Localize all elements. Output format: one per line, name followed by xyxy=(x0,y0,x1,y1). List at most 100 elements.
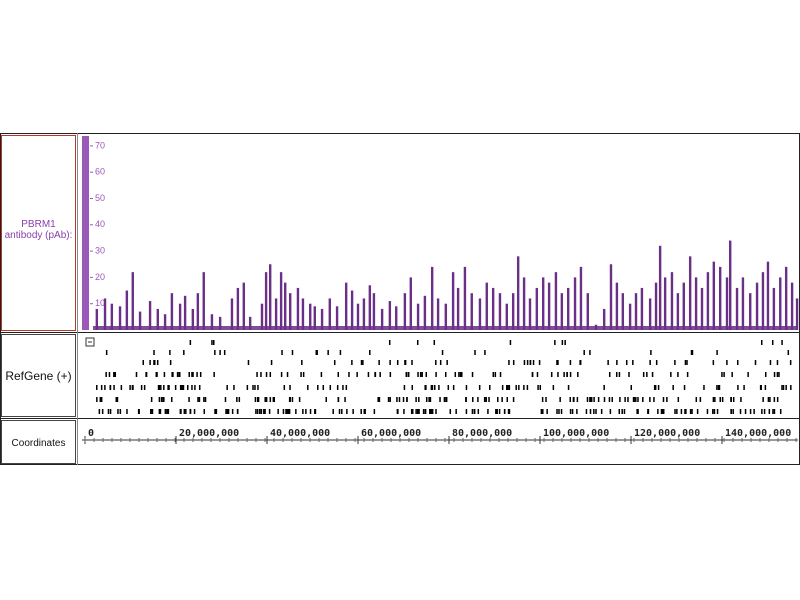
gene-mark xyxy=(379,372,381,377)
gene-mark xyxy=(618,409,621,414)
gene-mark xyxy=(508,360,510,365)
gene-mark xyxy=(264,409,266,414)
signal-bar xyxy=(491,287,495,330)
gene-mark xyxy=(417,372,419,377)
gene-mark xyxy=(167,385,169,390)
gene-mark xyxy=(485,397,488,402)
gene-mark xyxy=(403,385,406,390)
gene-mark xyxy=(721,397,724,402)
gene-mark xyxy=(389,360,391,365)
gene-mark xyxy=(203,397,205,402)
gene-mark xyxy=(556,360,558,365)
gene-mark xyxy=(747,372,749,377)
gene-mark xyxy=(576,397,579,402)
signal-bar xyxy=(654,282,658,330)
signal-bar xyxy=(485,282,488,330)
signal-bar xyxy=(628,303,632,330)
gene-mark xyxy=(374,372,377,377)
gene-mark xyxy=(776,372,779,377)
gene-mark xyxy=(666,397,668,402)
gene-mark xyxy=(569,372,572,377)
signal-bar xyxy=(648,298,652,330)
gene-mark xyxy=(589,409,592,414)
gene-mark xyxy=(179,409,182,414)
gene-mark xyxy=(776,360,779,365)
signal-bar xyxy=(170,293,174,330)
gene-mark xyxy=(706,409,709,414)
gene-mark xyxy=(348,372,350,377)
gene-mark xyxy=(246,385,249,390)
signal-bar xyxy=(478,298,482,330)
gene-mark xyxy=(712,360,715,365)
gene-mark xyxy=(435,360,437,365)
gene-mark xyxy=(577,372,579,377)
gene-mark xyxy=(100,397,103,402)
signal-bar xyxy=(772,287,776,330)
gene-mark xyxy=(531,372,534,377)
gene-mark xyxy=(532,360,535,365)
gene-mark xyxy=(495,409,497,414)
gene-mark xyxy=(101,409,104,414)
gene-mark xyxy=(238,397,241,402)
gene-mark xyxy=(608,372,611,377)
gene-mark xyxy=(496,409,498,414)
gene-mark xyxy=(260,372,262,377)
gene-mark xyxy=(546,409,548,414)
gene-mark xyxy=(151,409,154,414)
gene-mark xyxy=(550,372,553,377)
gene-mark xyxy=(501,397,503,402)
gene-mark xyxy=(156,360,159,365)
gene-mark xyxy=(732,409,734,414)
gene-mark xyxy=(484,350,486,355)
gene-mark xyxy=(425,385,427,390)
gene-mark xyxy=(415,397,417,402)
gene-mark xyxy=(554,340,556,345)
gene-mark xyxy=(174,385,177,390)
gene-mark xyxy=(691,350,694,355)
gene-mark xyxy=(651,372,654,377)
gene-mark xyxy=(114,372,117,377)
gene-mark xyxy=(163,372,166,377)
gene-mark xyxy=(411,409,414,414)
signal-bar xyxy=(218,316,222,330)
gene-mark xyxy=(255,409,257,414)
gene-mark xyxy=(446,360,448,365)
gene-mark xyxy=(441,350,444,355)
gene-mark xyxy=(100,385,103,390)
gene-mark xyxy=(739,409,742,414)
gene-mark xyxy=(336,385,339,390)
frame xyxy=(0,133,800,465)
gene-mark xyxy=(625,360,628,365)
gene-mark xyxy=(537,385,539,390)
gene-mark xyxy=(298,397,301,402)
gene-mark xyxy=(759,385,762,390)
gene-mark xyxy=(635,397,637,402)
signal-bar xyxy=(663,277,667,330)
gene-mark xyxy=(191,372,193,377)
gene-mark xyxy=(291,397,294,402)
y-tick-label: 60 xyxy=(95,167,105,177)
gene-mark xyxy=(703,385,705,390)
gene-mark xyxy=(657,409,659,414)
gene-mark xyxy=(154,360,156,365)
gene-mark xyxy=(254,385,256,390)
gene-mark xyxy=(203,409,206,414)
gene-mark xyxy=(233,385,235,390)
gene-mark xyxy=(455,409,457,414)
gene-mark xyxy=(740,397,742,402)
gene-mark xyxy=(149,360,151,365)
gene-mark xyxy=(458,372,460,377)
gene-mark xyxy=(541,397,544,402)
gene-mark xyxy=(407,372,410,377)
gene-mark xyxy=(563,372,565,377)
y-tick-label: 30 xyxy=(95,245,105,255)
gene-mark xyxy=(337,397,340,402)
gene-mark xyxy=(699,397,702,402)
x-tick-label: 40,000,000 xyxy=(270,428,330,439)
gene-mark xyxy=(181,385,183,390)
gene-mark xyxy=(760,340,763,345)
gene-mark xyxy=(153,360,155,365)
signal-bar xyxy=(362,298,366,330)
gene-mark xyxy=(402,397,405,402)
signal-bar xyxy=(430,266,434,330)
